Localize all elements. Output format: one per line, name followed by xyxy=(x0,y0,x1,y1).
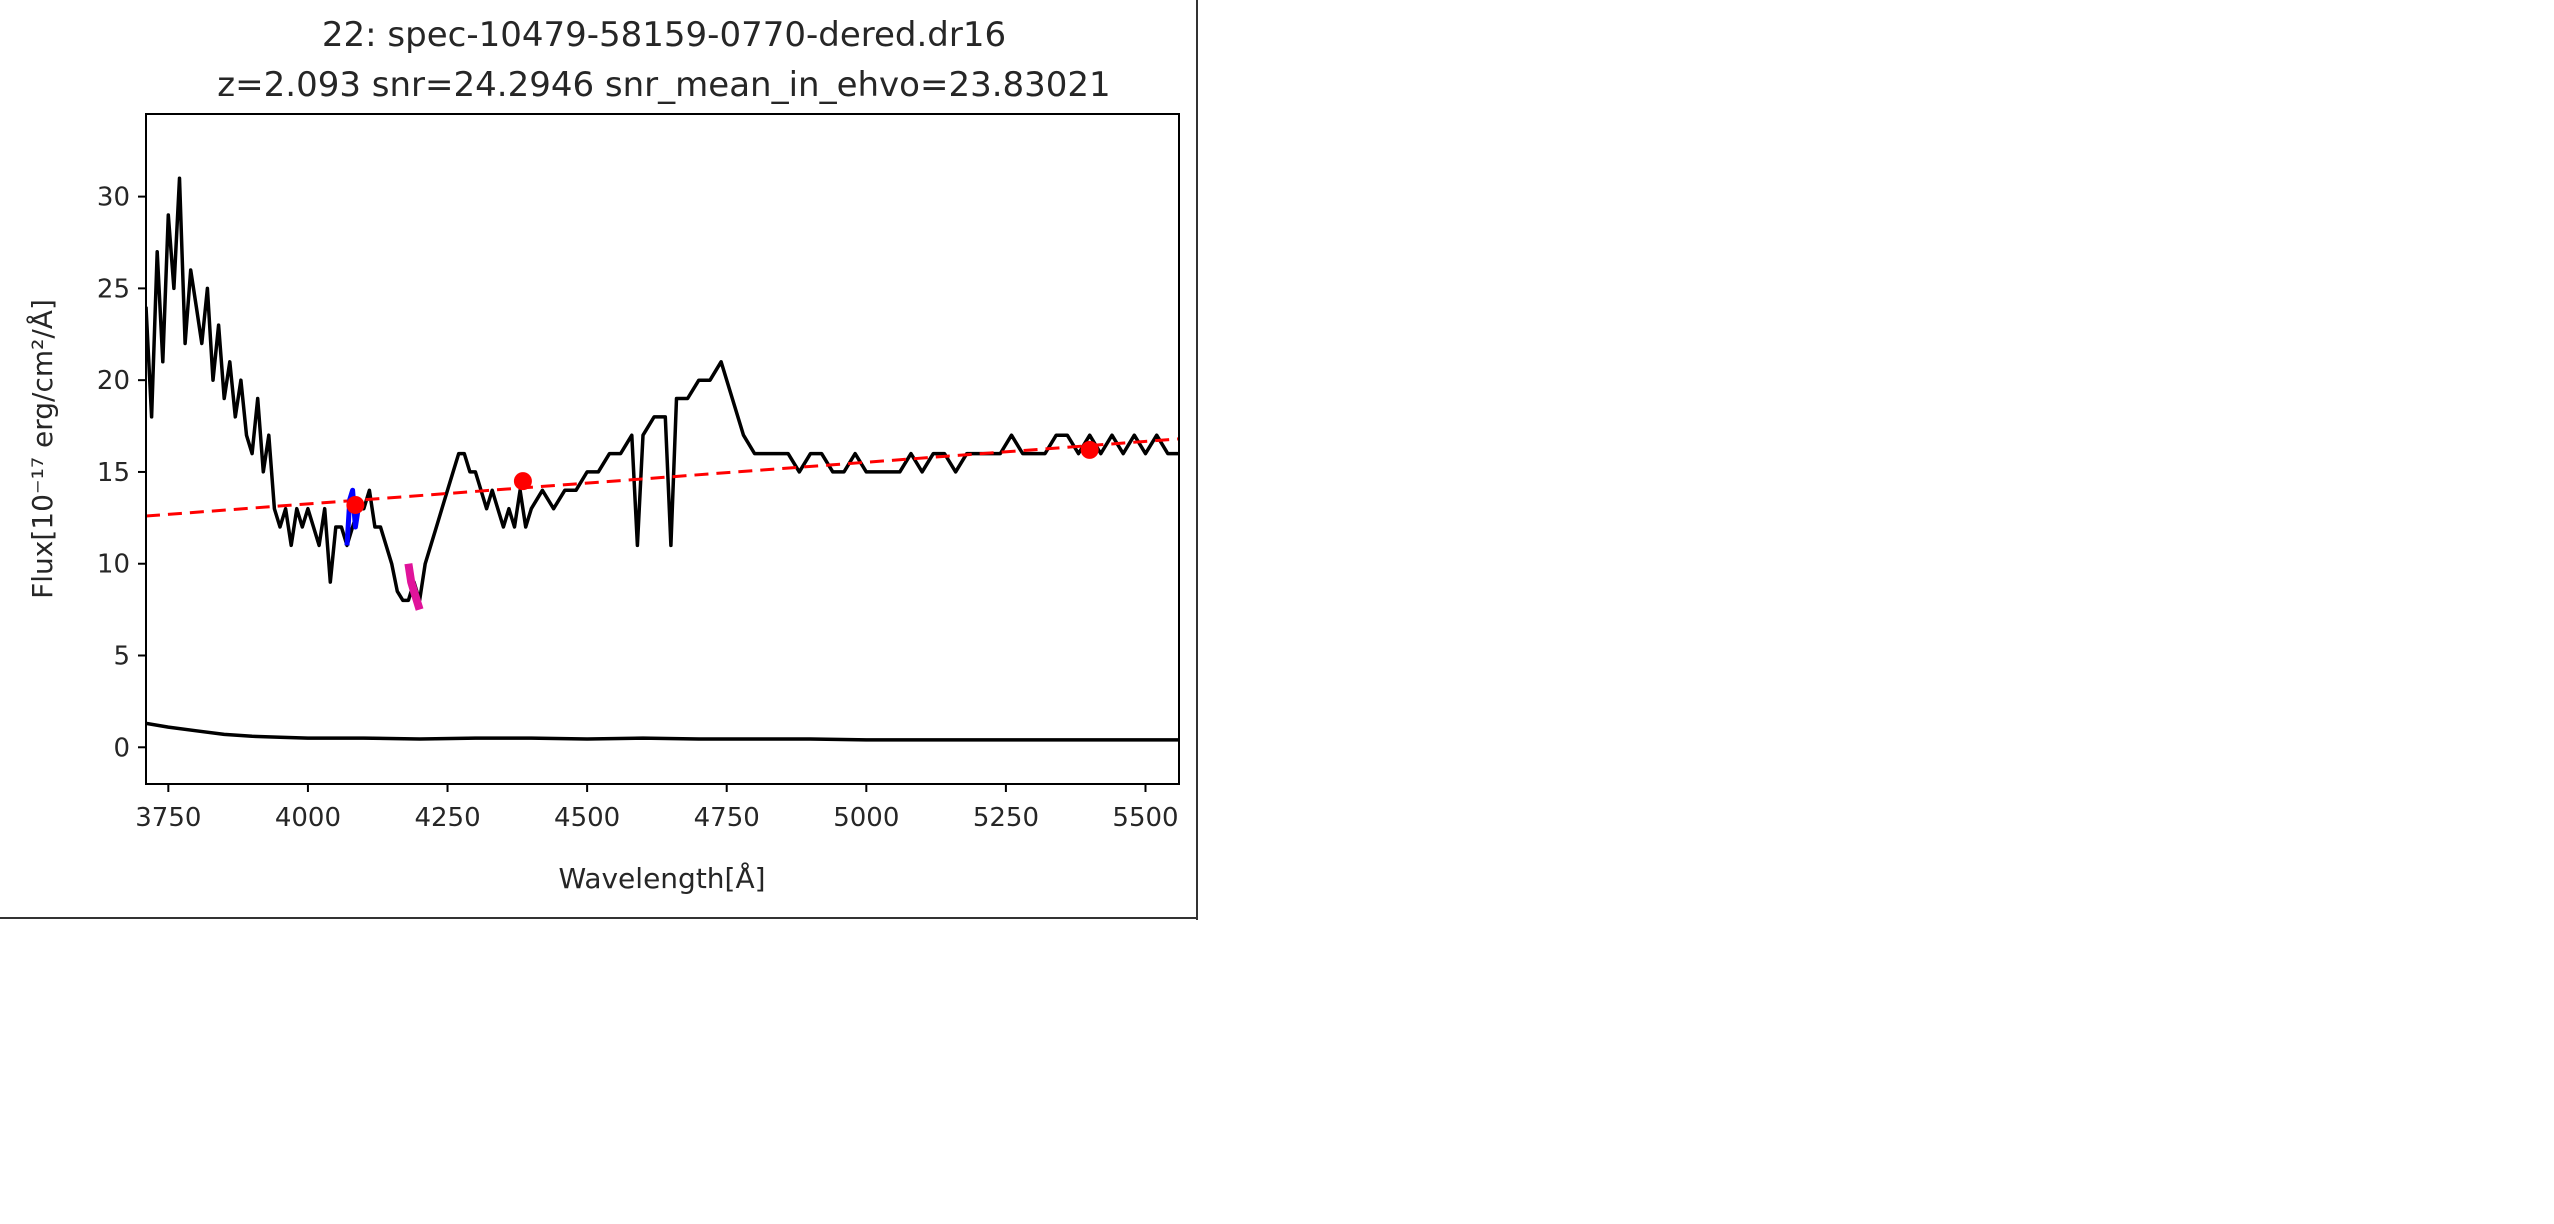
chart-title: 22: spec-10479-58159-0770-dered.dr16 xyxy=(322,15,1006,55)
y-tick-label: 15 xyxy=(97,458,130,488)
y-axis-ticks: 0 5 10 15 20 25 30 xyxy=(97,183,146,763)
x-tick-label: 5500 xyxy=(1112,803,1178,833)
x-tick-label: 5000 xyxy=(833,803,899,833)
x-tick-label: 4500 xyxy=(554,803,620,833)
figure: 22: spec-10479-58159-0770-dered.dr16 z=2… xyxy=(0,0,1200,920)
continuum-anchor-point xyxy=(1080,440,1099,459)
blue-absorption-line xyxy=(344,487,361,546)
plot-area xyxy=(146,176,1179,742)
x-tick-label: 4250 xyxy=(414,803,480,833)
y-tick-label: 30 xyxy=(97,183,130,213)
figure-border-right xyxy=(1196,0,1198,920)
error-series-line xyxy=(146,721,1179,742)
flux-series-line xyxy=(146,176,1179,603)
magenta-absorption-line xyxy=(404,563,424,611)
y-tick-label: 10 xyxy=(97,550,130,580)
spectrum-chart: 22: spec-10479-58159-0770-dered.dr16 z=2… xyxy=(25,15,1180,895)
continuum-anchor-point xyxy=(513,472,532,491)
x-axis-label: Wavelength[Å] xyxy=(558,861,765,895)
chart-subtitle: z=2.093 snr=24.2946 snr_mean_in_ehvo=23.… xyxy=(217,65,1110,105)
y-axis-label: Flux[10⁻¹⁷ erg/cm²/Å] xyxy=(25,299,59,599)
y-tick-label: 0 xyxy=(113,733,130,763)
x-tick-label: 4000 xyxy=(275,803,341,833)
x-tick-label: 5250 xyxy=(973,803,1039,833)
x-tick-label: 3750 xyxy=(135,803,201,833)
x-axis-ticks: 3750 4000 4250 4500 4750 5000 5250 5500 xyxy=(135,784,1179,833)
figure-border-bottom xyxy=(0,917,1198,919)
y-tick-label: 20 xyxy=(97,366,130,396)
x-tick-label: 4750 xyxy=(694,803,760,833)
continuum-fit-line xyxy=(146,437,1179,518)
axes-frame xyxy=(145,113,1180,785)
y-tick-label: 25 xyxy=(97,274,130,304)
y-tick-label: 5 xyxy=(113,642,130,672)
continuum-anchor-point xyxy=(346,495,365,514)
